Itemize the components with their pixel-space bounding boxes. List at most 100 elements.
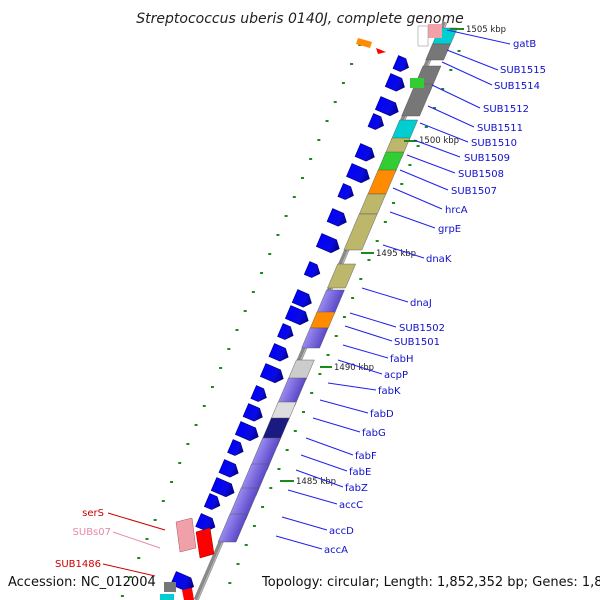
tick-dot (269, 487, 273, 489)
forward-gene-arrow (337, 183, 354, 200)
tick-dot (276, 234, 280, 236)
gene-label[interactable]: fabK (378, 386, 401, 397)
tick-dot (260, 272, 264, 274)
forward-gene-arrow (195, 513, 216, 532)
tick-dot (145, 538, 149, 540)
gene-label[interactable]: dnaJ (410, 298, 432, 309)
tick-dot (342, 316, 346, 318)
tick-dot (449, 69, 453, 71)
rna-gene-arrow (182, 588, 194, 600)
tick-dot (284, 215, 288, 217)
gene-label[interactable]: SUB1507 (451, 186, 497, 197)
pseudo-gene-block (175, 517, 197, 553)
forward-gene-arrow (277, 323, 294, 340)
gene-arrow-shape (203, 493, 221, 510)
gene-arrow-shape (234, 421, 259, 442)
gene-label[interactable]: fabF (355, 451, 377, 462)
gene-label[interactable]: SUB1510 (471, 138, 517, 149)
feature-block (377, 151, 405, 173)
tick-dot (268, 253, 272, 255)
gene-arrow-shape (210, 477, 235, 498)
gene-arrow-shape (218, 459, 239, 478)
tick-dot (302, 411, 306, 413)
gene-label[interactable]: SUB1502 (399, 323, 445, 334)
forward-gene-arrow (268, 343, 289, 362)
tick-dot (293, 430, 297, 432)
forward-gene-arrow (392, 55, 409, 72)
tick-label: 1505 kbp (466, 25, 506, 35)
forward-gene-arrow (374, 96, 399, 117)
tick-dot (367, 259, 371, 261)
rna-gene-arrow (195, 527, 215, 559)
forward-gene-arrow (284, 305, 309, 326)
gene-label[interactable]: SUB1514 (494, 81, 540, 92)
gene-label[interactable]: fabH (390, 354, 414, 365)
gene-label[interactable]: fabD (370, 409, 394, 420)
tick-dot (194, 424, 198, 426)
gene-label[interactable]: accD (329, 526, 354, 537)
tick-dot (333, 101, 337, 103)
gene-arrow-shape (227, 439, 244, 456)
tick-dot (383, 221, 387, 223)
gene-label[interactable]: acpP (384, 370, 408, 381)
tick-dot (375, 240, 379, 242)
tick-dot (210, 386, 214, 388)
tick-dot (235, 329, 239, 331)
gene-label[interactable]: SUB1511 (477, 123, 523, 134)
feature-block (276, 377, 307, 407)
gene-label[interactable]: fabG (362, 428, 386, 439)
rna-label[interactable]: SUB1486 (55, 559, 101, 570)
tick-label: 1495 kbp (376, 249, 416, 259)
feature-marker (356, 38, 372, 48)
gene-arrow-shape (284, 305, 309, 326)
gene-label[interactable]: SUB1509 (464, 153, 510, 164)
forward-gene-arrow (250, 385, 267, 402)
gene-label[interactable]: fabE (349, 467, 371, 478)
gene-label[interactable]: grpE (438, 224, 461, 235)
feature-block (367, 169, 397, 195)
forward-gene-arrow (210, 477, 235, 498)
forward-gene-arrow (242, 403, 263, 422)
gene-arrow-shape (374, 96, 399, 117)
tick-dot (120, 595, 124, 597)
gene-label[interactable]: SUB1515 (500, 65, 546, 76)
gene-label[interactable]: hrcA (445, 205, 468, 216)
tick-dot (244, 544, 248, 546)
gene-label[interactable]: SUB1512 (483, 104, 529, 115)
tick-dot (350, 63, 354, 65)
gene-label[interactable]: fabZ (345, 483, 368, 494)
tick-label: 1485 kbp (296, 477, 336, 487)
tick-dot (351, 297, 355, 299)
gene-label[interactable]: gatB (513, 39, 536, 50)
feature-block (428, 24, 442, 38)
gene-arrow-shape (242, 403, 263, 422)
gene-label[interactable]: accC (339, 500, 363, 511)
tick-dot (359, 278, 363, 280)
tick-dot (292, 196, 296, 198)
rna-label[interactable]: serS (82, 508, 104, 519)
gene-arrow-shape (291, 289, 312, 308)
forward-gene-arrow (234, 421, 259, 442)
gene-label[interactable]: SUB1508 (458, 169, 504, 180)
tick-dot (441, 88, 445, 90)
tick-dot (408, 164, 412, 166)
gene-label[interactable]: accA (324, 545, 348, 556)
tick-dot (432, 107, 436, 109)
tick-dot (202, 405, 206, 407)
feature-block (359, 193, 387, 215)
tick-dot (153, 519, 157, 521)
gene-label[interactable]: SUB1501 (394, 337, 440, 348)
tick-dot (457, 50, 461, 52)
pseudo-gene-label[interactable]: SUBs07 (73, 527, 111, 538)
gene-label[interactable]: dnaK (426, 254, 452, 265)
feature-track (160, 24, 458, 600)
forward-gene-arrow (203, 493, 221, 510)
tick-dot (392, 202, 396, 204)
tick-dot (310, 392, 314, 394)
forward-gene-arrow (354, 143, 375, 162)
tick-dot (261, 506, 265, 508)
feature-block (301, 327, 329, 349)
accession-text: Accession: NC_012004 (8, 575, 156, 590)
